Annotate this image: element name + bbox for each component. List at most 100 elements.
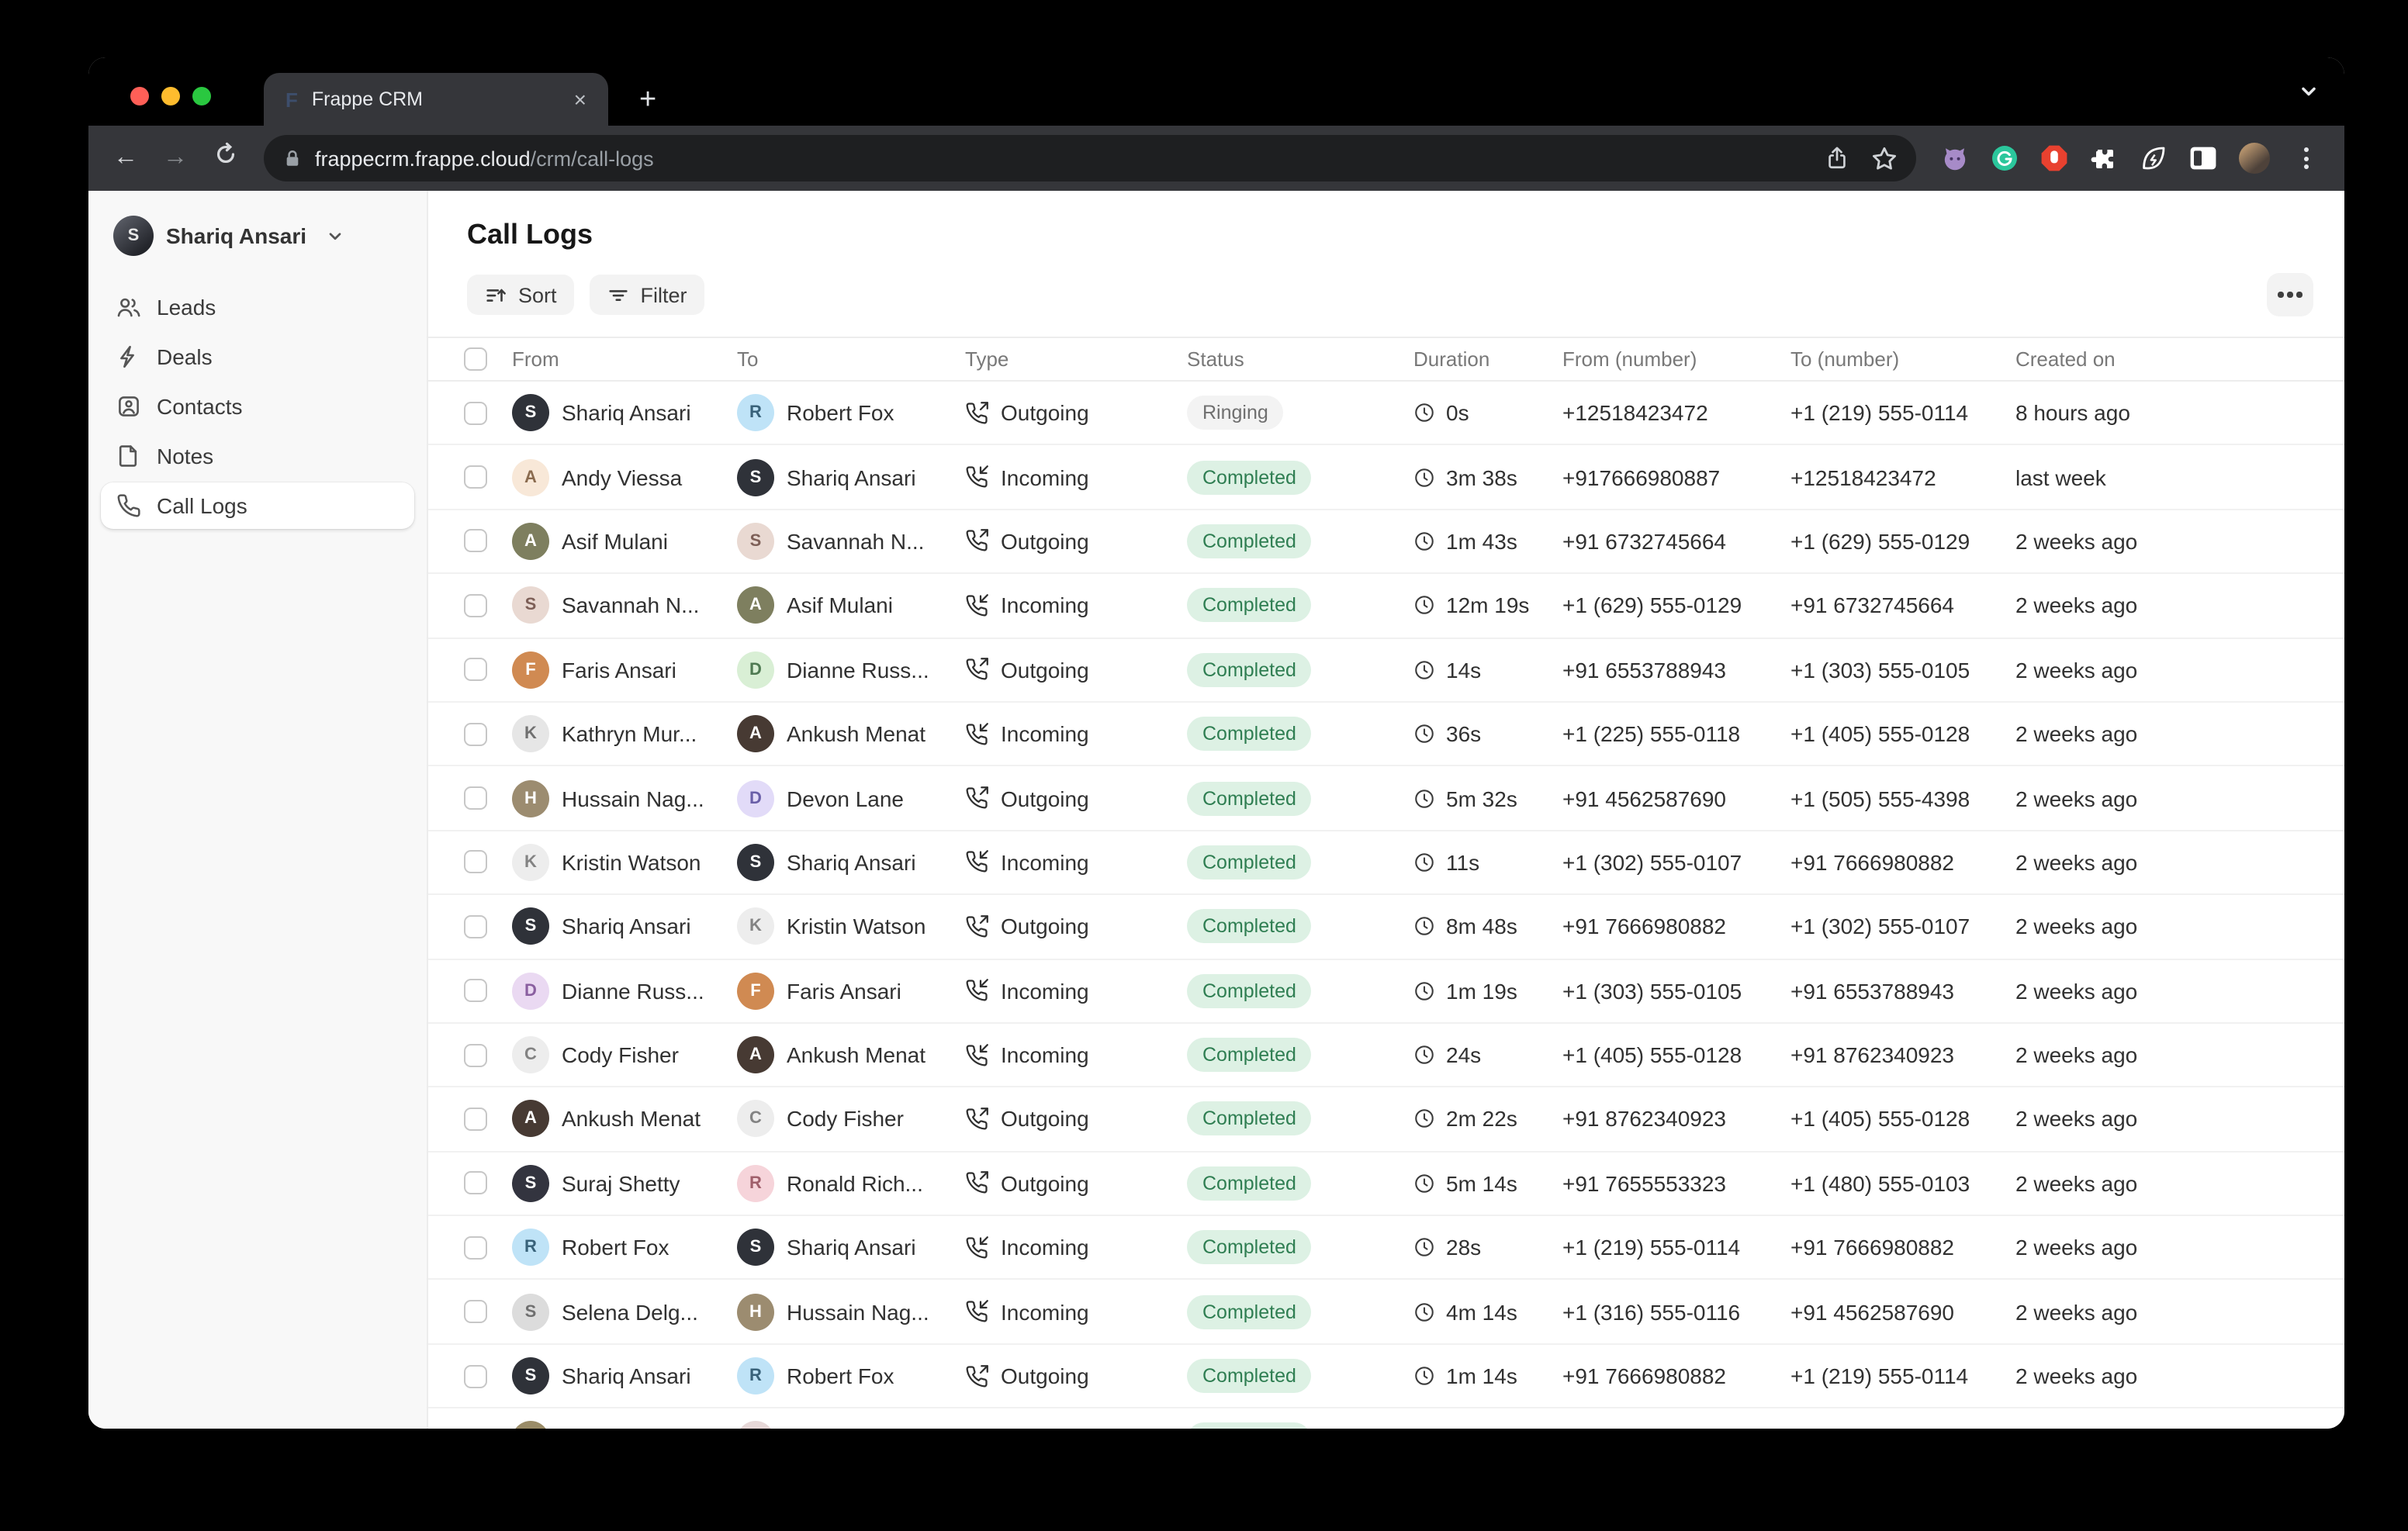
- person-cell: R Robert Fox: [737, 394, 965, 432]
- table-row[interactable]: S Suraj Shetty R Ronald Rich... Outgoing Comp…: [428, 1152, 2344, 1217]
- person-name: Devon Lane: [787, 786, 905, 811]
- minimize-window-button[interactable]: [161, 87, 180, 105]
- person-name: Hussain Nag...: [562, 786, 704, 811]
- row-checkbox[interactable]: [464, 786, 487, 810]
- sidebar-item-notes[interactable]: Notes: [101, 433, 414, 479]
- duration-cell: 14s: [1413, 658, 1562, 683]
- person-name: Shariq Ansari: [562, 1363, 691, 1389]
- avatar: C: [737, 1100, 774, 1138]
- row-checkbox[interactable]: [464, 1364, 487, 1388]
- row-checkbox[interactable]: [464, 1107, 487, 1131]
- table-row[interactable]: A Andy Viessa S Shariq Ansari Incoming Comple…: [428, 446, 2344, 510]
- sort-button[interactable]: Sort: [467, 275, 574, 315]
- browser-tab[interactable]: F Frappe CRM ×: [264, 73, 608, 126]
- status-badge: Completed: [1187, 1101, 1312, 1136]
- row-checkbox[interactable]: [464, 1171, 487, 1195]
- url-bar[interactable]: frappecrm.frappe.cloud/crm/call-logs: [264, 135, 1916, 181]
- to-number-cell: +1 (405) 555-0128: [1790, 721, 1970, 747]
- table-row[interactable]: R Robert Fox S Shariq Ansari Incoming Complet…: [428, 1216, 2344, 1280]
- row-checkbox[interactable]: [464, 401, 487, 425]
- sidebar-item-contacts[interactable]: Contacts: [101, 383, 414, 430]
- row-checkbox[interactable]: [464, 1236, 487, 1260]
- table-row[interactable]: C Cody Fisher A Ankush Menat Incoming Complet…: [428, 1024, 2344, 1088]
- browser-menu-icon[interactable]: [2292, 147, 2320, 169]
- table-row[interactable]: S Shariq Ansari R Robert Fox Outgoing Ringing…: [428, 382, 2344, 446]
- sidebar-item-deals[interactable]: Deals: [101, 334, 414, 380]
- grammarly-extension-icon[interactable]: [1991, 144, 2019, 172]
- row-checkbox[interactable]: [464, 850, 487, 874]
- person-name: Shariq Ansari: [562, 914, 691, 939]
- status-badge: Completed: [1187, 973, 1312, 1008]
- person-cell: K Kristin Watson: [737, 907, 965, 945]
- user-menu[interactable]: S Shariq Ansari: [101, 213, 414, 259]
- status-cell: Completed: [1187, 909, 1413, 944]
- sidebar-item-leads[interactable]: Leads: [101, 284, 414, 330]
- github-extension-icon[interactable]: [1941, 144, 1969, 172]
- row-checkbox[interactable]: [464, 914, 487, 938]
- sort-icon: [486, 288, 506, 301]
- from-number-cell: +91 7666980882: [1562, 1363, 1726, 1389]
- table-row[interactable]: A Asif Mulani S Savannah N... Outgoing Comple…: [428, 510, 2344, 575]
- new-tab-button[interactable]: +: [639, 84, 657, 116]
- row-checkbox[interactable]: [464, 593, 487, 617]
- table-row[interactable]: S Shariq Ansari R Robert Fox Outgoing Complet…: [428, 1345, 2344, 1409]
- table-row[interactable]: H Hussain Nag... D Devon Lane Outgoing Comple…: [428, 767, 2344, 831]
- energy-saver-icon[interactable]: [2140, 144, 2168, 172]
- person-name: Asif Mulani: [562, 528, 668, 554]
- clock-icon: [1415, 724, 1434, 744]
- duration-cell: 1m 14s: [1413, 1363, 1562, 1388]
- created-on-cell: 2 weeks ago: [2015, 1299, 2138, 1325]
- call-type-label: Outgoing: [1001, 1170, 1089, 1196]
- row-checkbox[interactable]: [464, 1043, 487, 1067]
- browser-profile-avatar[interactable]: [2239, 143, 2270, 174]
- back-button[interactable]: ←: [113, 144, 138, 171]
- table-row[interactable]: A Ankush Menat C Cody Fisher Outgoing Complet…: [428, 1088, 2344, 1153]
- person-name: Selena Delg...: [562, 1299, 698, 1325]
- table-row[interactable]: K Kathryn Mur... A Ankush Menat Incoming Comp…: [428, 703, 2344, 767]
- table-row[interactable]: K Kristin Watson S Shariq Ansari Incoming Com…: [428, 831, 2344, 896]
- duration-cell: 28s: [1413, 1236, 1562, 1260]
- person-name: Asif Mulani: [787, 593, 893, 618]
- extensions-puzzle-icon[interactable]: [2090, 144, 2118, 172]
- tab-close-icon[interactable]: ×: [573, 87, 586, 112]
- avatar: A: [512, 1100, 549, 1138]
- created-on-cell: 2 weeks ago: [2015, 1042, 2138, 1068]
- status-cell: Completed: [1187, 717, 1413, 752]
- adblock-extension-icon[interactable]: [2040, 144, 2068, 172]
- call-type-cell: Outgoing: [965, 786, 1187, 810]
- row-checkbox[interactable]: [464, 658, 487, 682]
- person-cell: S Shariq Ansari: [512, 907, 737, 945]
- table-row[interactable]: D Dianne Russ... F Faris Ansari Incoming Comp…: [428, 959, 2344, 1024]
- call-type-label: Incoming: [1001, 465, 1089, 490]
- share-icon[interactable]: [1825, 146, 1849, 171]
- tab-search-chevron-icon[interactable]: [2298, 81, 2320, 110]
- forward-button[interactable]: →: [163, 144, 188, 171]
- call-type-cell: Outgoing: [965, 400, 1187, 425]
- deals-icon: [120, 345, 134, 368]
- select-all-checkbox[interactable]: [464, 347, 487, 371]
- person-name: Ankush Menat: [787, 721, 925, 747]
- sidebar-item-call-logs[interactable]: Call Logs: [101, 482, 414, 529]
- close-window-button[interactable]: [130, 87, 149, 105]
- filter-button[interactable]: Filter: [589, 275, 704, 315]
- person-name: Cody Fisher: [562, 1042, 679, 1068]
- row-checkbox[interactable]: [464, 1300, 487, 1324]
- duration-label: 5m 32s: [1446, 786, 1517, 811]
- row-checkbox[interactable]: [464, 465, 487, 489]
- table-row[interactable]: S Selena Delg... H Hussain Nag... Incoming Co…: [428, 1280, 2344, 1345]
- row-checkbox[interactable]: [464, 722, 487, 746]
- zoom-window-button[interactable]: [192, 87, 211, 105]
- table-row[interactable]: Completed: [428, 1409, 2344, 1429]
- incoming-call-icon: [966, 593, 988, 617]
- more-options-button[interactable]: [2267, 273, 2313, 316]
- table-row[interactable]: F Faris Ansari D Dianne Russ... Outgoing Comp…: [428, 638, 2344, 703]
- reload-button[interactable]: [208, 141, 242, 175]
- status-badge: Completed: [1187, 1038, 1312, 1073]
- table-row[interactable]: S Shariq Ansari K Kristin Watson Outgoing Com…: [428, 895, 2344, 960]
- side-panel-icon[interactable]: [2189, 146, 2217, 171]
- table-row[interactable]: S Savannah N... A Asif Mulani Incoming Comple…: [428, 574, 2344, 639]
- row-checkbox[interactable]: [464, 529, 487, 553]
- bookmark-star-icon[interactable]: [1871, 145, 1898, 171]
- row-checkbox[interactable]: [464, 979, 487, 1003]
- avatar: K: [737, 907, 774, 945]
